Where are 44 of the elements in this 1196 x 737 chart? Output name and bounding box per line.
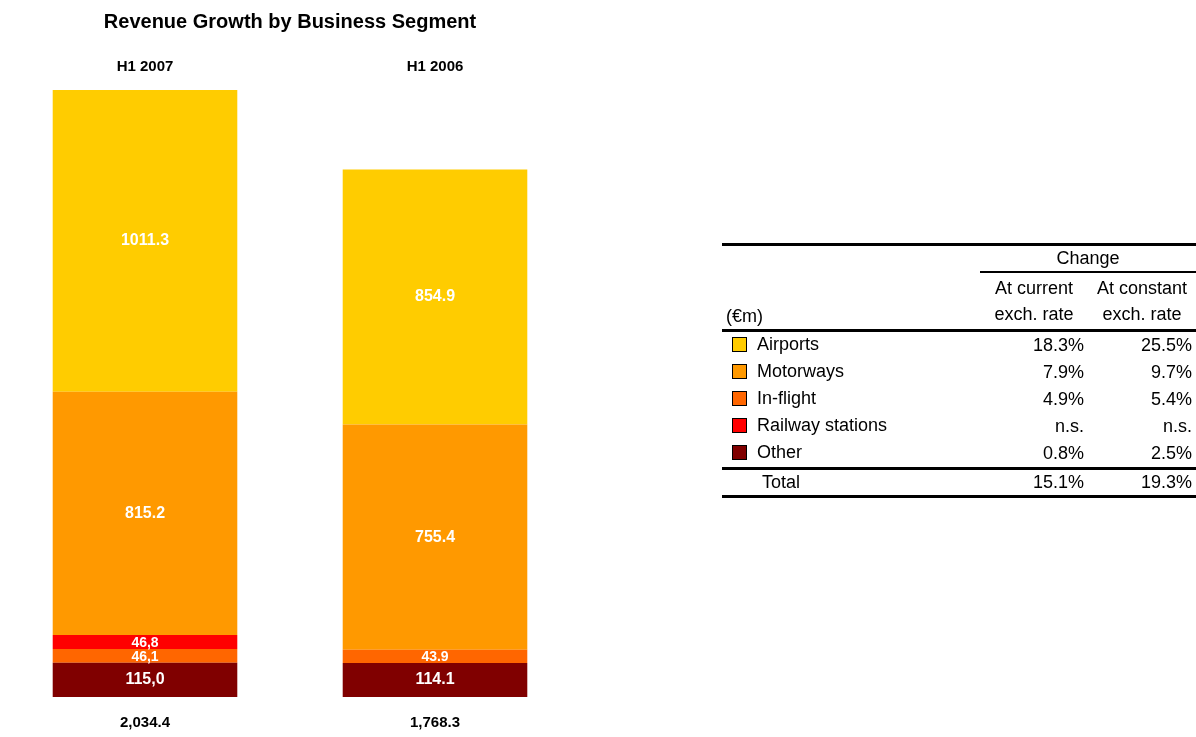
text: At constant exch. rate: [1095, 277, 1189, 326]
text: At current exch. rate: [993, 277, 1075, 326]
data-label: 1011.3: [120, 231, 170, 249]
text: (€m): [725, 305, 764, 328]
bar: [342, 649, 528, 663]
data-label: 18.3%: [1031, 334, 1085, 357]
data-label: 43.9: [421, 648, 449, 665]
data-label: 4.9%: [1041, 388, 1085, 411]
data-label: n.s.: [1054, 415, 1085, 438]
bar: [52, 391, 238, 635]
category-label: Airports: [757, 334, 820, 355]
bar: [52, 90, 238, 392]
data-label: 19.3%: [1139, 471, 1193, 494]
category-label: Motorways: [757, 361, 845, 382]
category-label: In-flight: [757, 388, 817, 409]
bar: [342, 424, 528, 650]
bar: [52, 662, 238, 697]
bar: [52, 634, 238, 649]
data-label: n.s.: [1162, 415, 1193, 438]
data-label: 7.9%: [1041, 361, 1085, 384]
data-label: 25.5%: [1139, 334, 1193, 357]
data-label: 114.1: [415, 670, 455, 688]
x-tick-label: H1 2007: [116, 57, 174, 75]
data-label: 115,0: [125, 670, 165, 688]
total-label: 1,768.3: [409, 713, 461, 731]
category-label: Total: [762, 472, 801, 492]
total-label: 2,034.4: [119, 713, 171, 731]
x-tick-label: H1 2006: [406, 57, 464, 75]
data-label: 15.1%: [1031, 471, 1085, 494]
data-label: 815.2: [124, 503, 166, 521]
chart-title: Revenue Growth by Business Segment: [103, 9, 477, 32]
data-label: 0.8%: [1041, 442, 1085, 465]
bar: [52, 648, 238, 663]
data-label: 854.9: [414, 287, 456, 305]
bar: [342, 662, 528, 697]
data-label: 9.7%: [1149, 361, 1193, 384]
category-label: Other: [757, 442, 803, 463]
text: Change: [980, 244, 1196, 272]
bar: [342, 169, 528, 425]
data-label: 2.5%: [1149, 442, 1193, 465]
data-label: 5.4%: [1149, 388, 1193, 411]
category-label: Railway stations: [757, 415, 888, 436]
data-label: 755.4: [414, 527, 456, 545]
data-label: 46,8: [131, 633, 159, 650]
